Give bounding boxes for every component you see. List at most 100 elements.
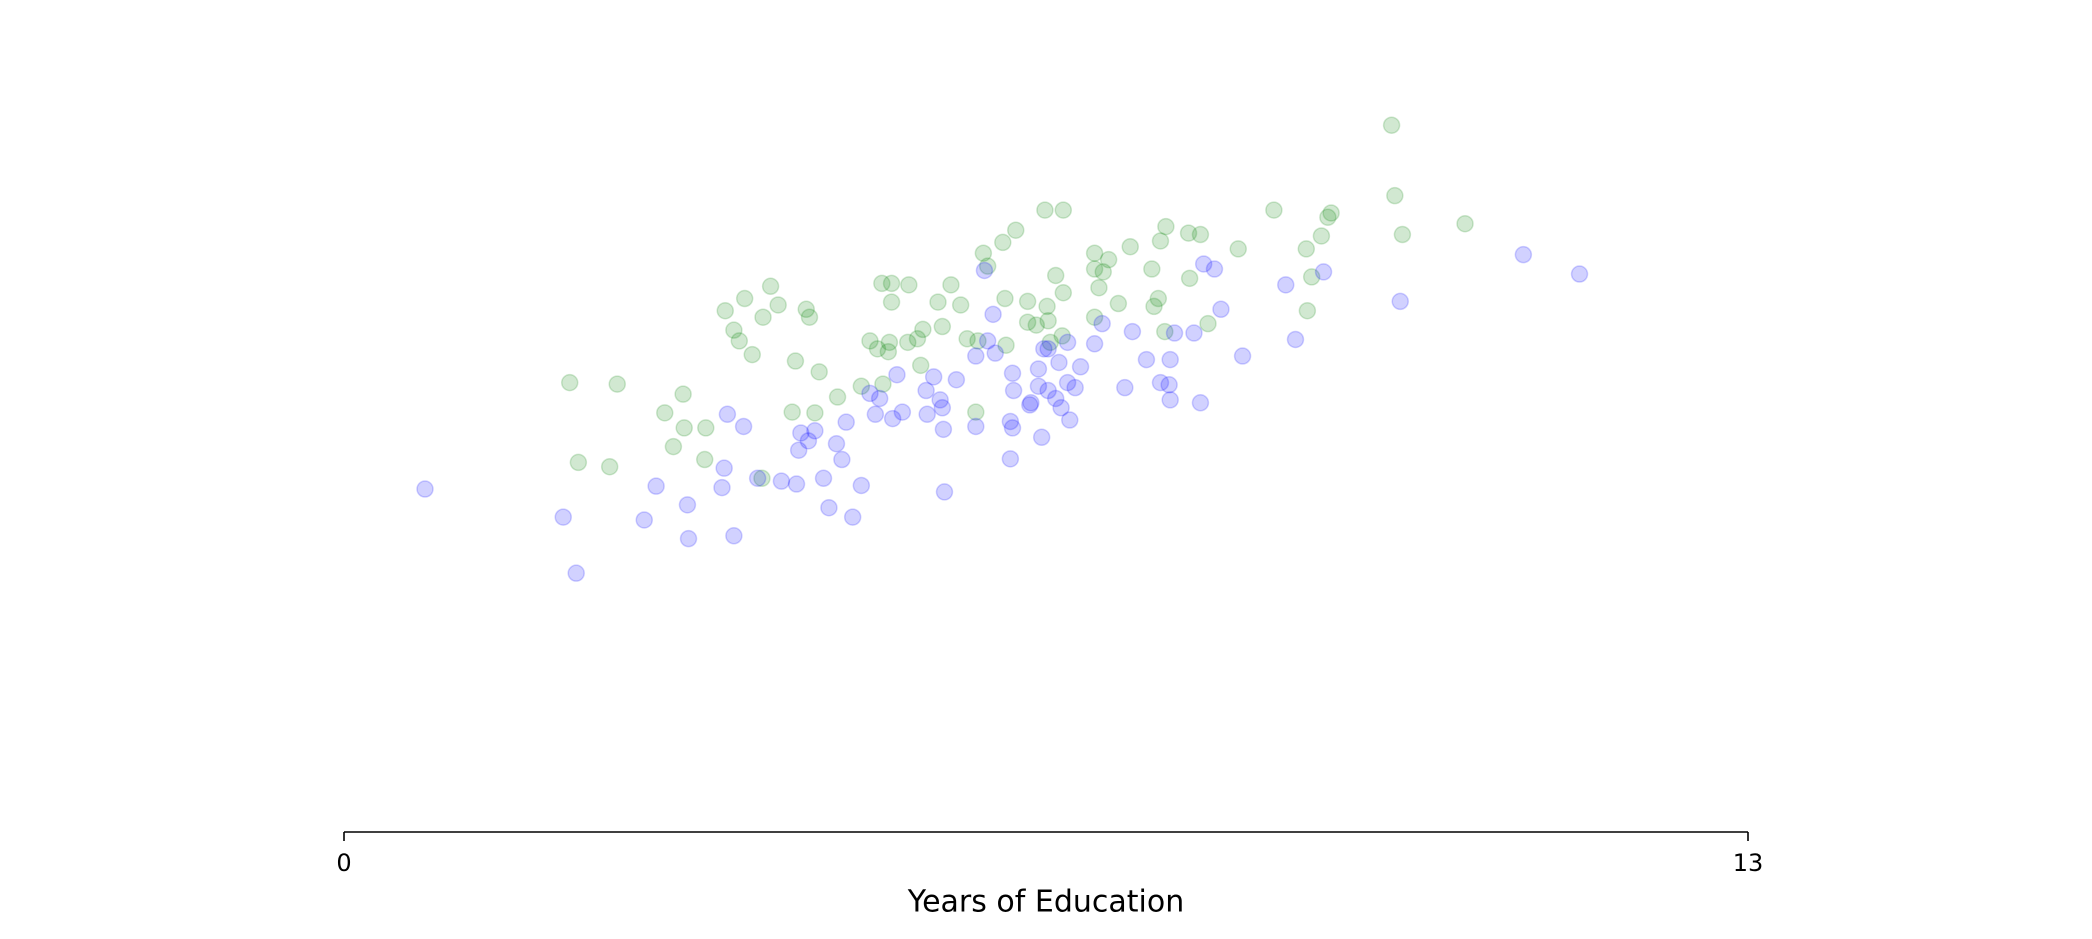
- point: [416, 480, 434, 498]
- point: [893, 403, 912, 421]
- point: [958, 330, 976, 348]
- point: [967, 417, 985, 436]
- point: [879, 342, 898, 361]
- point: [679, 529, 698, 548]
- point: [1018, 313, 1037, 331]
- point: [1514, 245, 1533, 264]
- point: [1199, 314, 1217, 333]
- point: [1038, 297, 1056, 316]
- point: [1090, 278, 1108, 297]
- x-tick-label: 13: [1733, 849, 1764, 877]
- point: [1085, 244, 1104, 262]
- point: [1058, 373, 1077, 392]
- point: [1161, 391, 1179, 409]
- point: [1085, 335, 1104, 353]
- point: [1157, 217, 1175, 236]
- point: [924, 368, 943, 386]
- point: [929, 293, 947, 311]
- point: [837, 413, 855, 431]
- point: [1212, 300, 1230, 319]
- point: [1085, 260, 1104, 278]
- point: [608, 375, 626, 393]
- point: [635, 511, 653, 529]
- point: [735, 289, 754, 308]
- point: [873, 274, 891, 293]
- point: [908, 330, 927, 348]
- point: [1066, 378, 1084, 397]
- point: [833, 450, 851, 469]
- point: [1001, 450, 1020, 468]
- point: [931, 391, 949, 409]
- point: [697, 419, 715, 437]
- point: [1003, 364, 1022, 383]
- point: [1039, 340, 1057, 358]
- point: [917, 381, 935, 400]
- point: [1314, 263, 1333, 281]
- point: [1145, 297, 1163, 316]
- point: [975, 261, 994, 280]
- point: [567, 564, 585, 582]
- point: [933, 317, 952, 336]
- point: [761, 277, 780, 296]
- point: [827, 434, 846, 453]
- point: [1382, 116, 1401, 134]
- point: [1053, 327, 1071, 345]
- point: [1022, 394, 1040, 412]
- point: [1149, 289, 1168, 308]
- point: [675, 419, 693, 437]
- point: [1137, 350, 1156, 369]
- point: [947, 370, 966, 389]
- point: [967, 403, 985, 421]
- point: [1161, 350, 1179, 369]
- point: [1029, 360, 1048, 378]
- point: [1116, 378, 1134, 397]
- point: [715, 459, 733, 477]
- point: [1027, 316, 1046, 334]
- point: [695, 450, 714, 469]
- point: [974, 244, 993, 262]
- point: [1391, 292, 1409, 311]
- point: [748, 469, 767, 488]
- point: [1029, 377, 1048, 395]
- point: [1151, 373, 1170, 392]
- x-axis-label: Years of Education: [907, 885, 1185, 920]
- point: [1265, 201, 1283, 219]
- point: [1061, 411, 1079, 429]
- point: [1312, 227, 1331, 245]
- point: [753, 469, 771, 488]
- point: [647, 477, 665, 495]
- point: [797, 300, 815, 319]
- point: [996, 289, 1014, 308]
- point: [1286, 330, 1305, 349]
- point: [828, 388, 847, 406]
- point: [718, 405, 737, 424]
- point: [852, 476, 871, 495]
- point: [1205, 260, 1224, 278]
- point: [1085, 308, 1104, 326]
- point: [1004, 381, 1023, 400]
- point: [743, 345, 761, 364]
- point: [1093, 314, 1111, 333]
- point: [911, 356, 930, 375]
- point: [882, 293, 901, 311]
- point: [787, 475, 806, 493]
- point: [1121, 237, 1139, 256]
- point: [1071, 358, 1090, 376]
- point: [1180, 269, 1199, 288]
- point: [883, 409, 902, 428]
- point: [1191, 225, 1210, 244]
- point: [1094, 263, 1112, 281]
- point: [986, 344, 1004, 362]
- point: [874, 375, 892, 393]
- point: [820, 498, 838, 517]
- point: [882, 274, 901, 293]
- point: [967, 347, 985, 365]
- point: [1185, 324, 1203, 342]
- point: [789, 441, 808, 459]
- point: [1393, 225, 1412, 244]
- point: [799, 432, 818, 450]
- point: [1007, 221, 1025, 239]
- point: [918, 405, 936, 424]
- point: [1123, 322, 1142, 341]
